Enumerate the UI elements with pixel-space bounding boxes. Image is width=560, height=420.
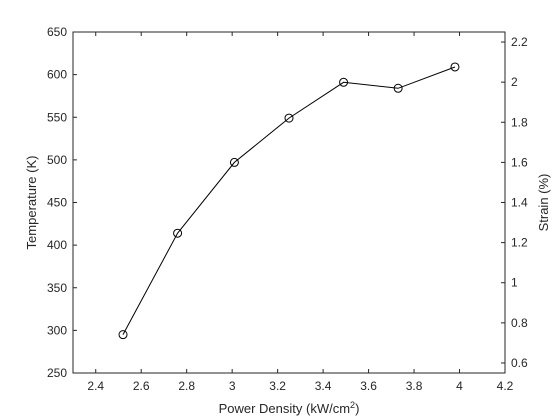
x-tick-label: 2.6	[133, 379, 150, 393]
data-point	[393, 83, 403, 93]
data-point	[450, 62, 460, 72]
x-tick-label: 4	[456, 379, 463, 393]
x-tick-label: 4.2	[497, 379, 514, 393]
x-tick-label: 3.2	[269, 379, 286, 393]
y-left-tick-label: 450	[47, 196, 67, 210]
y-right-tick-label: 1	[511, 276, 518, 290]
tick-labels: 2.4 2.6 2.8 3 3.2 3.4 3.6 3.8 4 4.2 250 300 350 400 45…	[47, 25, 528, 393]
x-axis-label-main: Power Density (kW/cm	[219, 401, 350, 416]
y-left-tick-label: 500	[47, 153, 67, 167]
x-axis-label-suffix: )	[355, 401, 359, 416]
y-right-tick-label: 2.2	[511, 35, 528, 49]
data-markers	[118, 62, 460, 340]
x-axis-label: Power Density (kW/cm2)	[219, 400, 360, 416]
data-point	[118, 330, 128, 340]
y-left-tick-label: 300	[47, 323, 67, 337]
x-tick-label: 3.6	[360, 379, 377, 393]
tick-marks	[73, 31, 506, 374]
x-tick-label: 3.8	[406, 379, 423, 393]
y-axis-right-label: Strain (%)	[536, 174, 551, 232]
data-point	[284, 113, 294, 123]
y-left-tick-label: 600	[47, 68, 67, 82]
y-left-tick-label: 550	[47, 110, 67, 124]
y-right-tick-label: 1.8	[511, 115, 528, 129]
x-tick-label: 2.4	[87, 379, 104, 393]
series-line	[122, 66, 456, 335]
y-left-tick-label: 400	[47, 238, 67, 252]
x-axis-label-sup: 2	[350, 400, 355, 410]
y-right-tick-label: 1.6	[511, 155, 528, 169]
data-point	[173, 228, 183, 238]
y-left-tick-label: 350	[47, 281, 67, 295]
y-right-tick-label: 2	[511, 75, 518, 89]
y-left-tick-label: 650	[47, 25, 67, 39]
y-left-tick-label: 250	[47, 366, 67, 380]
x-tick-label: 2.8	[178, 379, 195, 393]
y-right-tick-label: 0.8	[511, 316, 528, 330]
data-point	[339, 77, 349, 87]
x-tick-label: 3.4	[315, 379, 332, 393]
data-point	[229, 157, 239, 167]
y-right-tick-label: 0.6	[511, 356, 528, 370]
y-axis-left-label: Temperature (K)	[24, 156, 39, 250]
plot-area	[72, 31, 506, 374]
x-tick-label: 3	[229, 379, 236, 393]
y-right-tick-label: 1.4	[511, 196, 528, 210]
y-right-tick-label: 1.2	[511, 236, 528, 250]
